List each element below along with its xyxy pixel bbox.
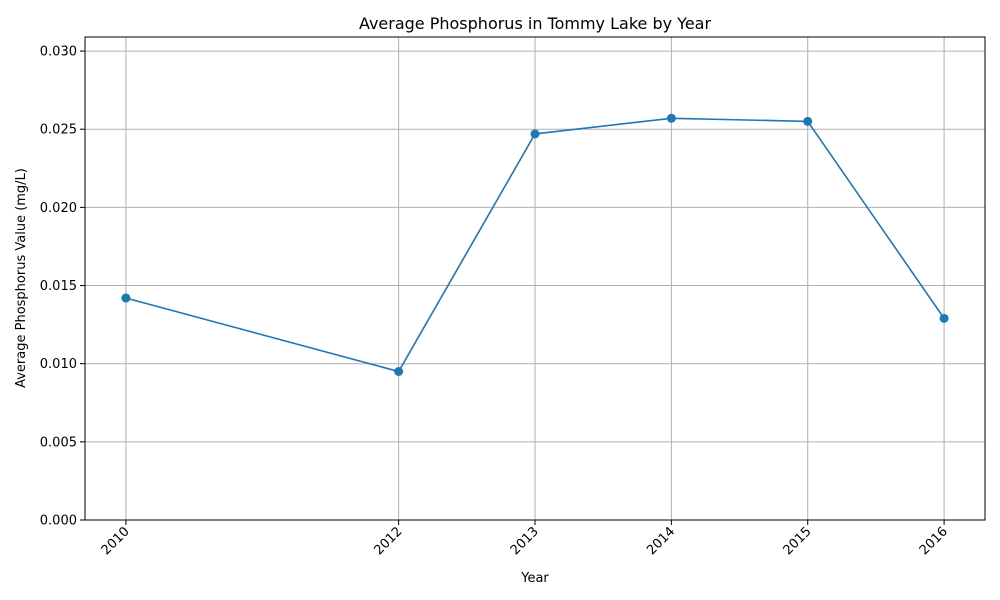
chart-title: Average Phosphorus in Tommy Lake by Year	[359, 14, 712, 33]
y-tick-label: 0.005	[40, 435, 77, 450]
data-point	[121, 293, 131, 303]
y-axis-ticks: 0.000 0.005 0.010 0.015 0.020 0.025 0.030	[40, 45, 85, 529]
y-tick-label: 0.015	[40, 279, 77, 294]
y-tick-label: 0.020	[40, 201, 77, 216]
y-tick-label: 0.025	[40, 123, 77, 138]
x-tick-label: 2016	[917, 524, 951, 558]
data-point	[939, 313, 949, 323]
y-tick-label: 0.030	[40, 45, 77, 60]
x-axis-label: Year	[520, 571, 549, 586]
x-tick-label: 2014	[644, 524, 678, 558]
data-point	[803, 116, 813, 126]
data-point	[394, 367, 404, 377]
x-tick-label: 2010	[99, 524, 133, 558]
y-tick-label: 0.010	[40, 357, 77, 372]
x-tick-label: 2012	[371, 524, 405, 558]
x-axis-ticks: 2010 2012 2013 2014 2015 2016	[99, 520, 951, 558]
series	[121, 113, 949, 377]
series-line	[125, 117, 945, 373]
y-axis-label: Average Phosphorus Value (mg/L)	[14, 168, 29, 388]
data-point	[666, 113, 676, 123]
y-tick-label: 0.000	[40, 514, 77, 529]
x-tick-label: 2013	[508, 524, 542, 558]
data-point	[530, 129, 540, 139]
grid	[85, 37, 985, 521]
x-tick-label: 2015	[781, 524, 815, 558]
